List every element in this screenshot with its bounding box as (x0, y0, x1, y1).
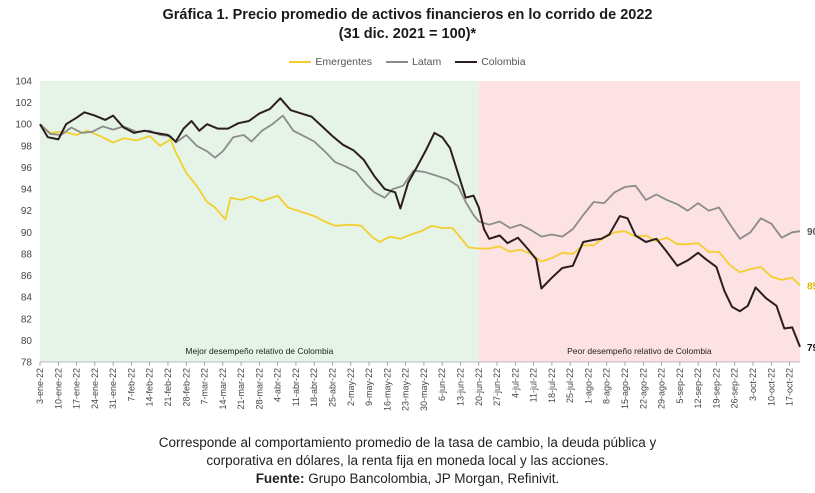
y-tick-label: 90 (21, 228, 33, 239)
x-tick-label: 21-mar-22 (236, 368, 246, 410)
legend-label-colombia: Colombia (481, 56, 526, 68)
x-tick-label: 17-ene-22 (72, 368, 82, 409)
chart-title-line2: (31 dic. 2021 = 100)* (338, 26, 477, 42)
x-tick-label: 1-ago-22 (583, 368, 593, 404)
x-tick-label: 14-feb-22 (145, 368, 155, 407)
chart-footer: Corresponde al comportamiento promedio d… (0, 434, 815, 488)
y-tick-label: 96 (21, 163, 33, 174)
y-tick-label: 78 (21, 358, 33, 369)
x-tick-label: 11-abr-22 (291, 368, 301, 406)
y-tick-label: 100 (15, 120, 32, 131)
region-better (40, 81, 479, 362)
legend-swatch-emergentes (289, 61, 312, 63)
x-tick-label: 16-may-22 (382, 368, 392, 411)
chart-legend: Emergentes Latam Colombia (0, 56, 815, 68)
x-tick-label: 29-ago-22 (657, 368, 667, 409)
series-line-colombia (39, 97, 801, 348)
legend-label-latam: Latam (412, 56, 442, 68)
x-tick-label: 22-ago-22 (638, 368, 648, 409)
x-tick-label: 4-abr-22 (273, 368, 283, 402)
y-tick-label: 80 (21, 336, 33, 347)
y-tick-label: 92 (21, 206, 33, 217)
y-tick-label: 84 (21, 293, 33, 304)
region-label-better: Mejor desempeño relativo de Colombia (185, 346, 333, 356)
y-tick-label: 86 (21, 271, 33, 282)
legend-swatch-colombia (455, 61, 478, 63)
chart-title: Gráfica 1. Precio promedio de activos fi… (0, 6, 815, 44)
end-label-emergentes: 85.1 (807, 281, 815, 292)
x-tick-label: 13-jun-22 (455, 368, 465, 406)
y-tick-label: 98 (21, 141, 33, 152)
x-tick-label: 3-oct-22 (748, 368, 758, 401)
legend-item-latam: Latam (386, 56, 441, 68)
x-tick-label: 15-ago-22 (620, 368, 630, 409)
x-tick-label: 17-oct-22 (785, 368, 795, 406)
y-tick-label: 104 (15, 77, 32, 88)
x-tick-label: 19-sep-22 (711, 368, 721, 409)
x-tick-label: 10-ene-22 (53, 368, 63, 409)
x-tick-label: 28-mar-22 (254, 368, 264, 410)
legend-item-colombia: Colombia (455, 56, 526, 68)
x-tick-label: 27-jun-22 (492, 368, 502, 406)
source-note: Fuente: Grupo Bancolombia, JP Morgan, Re… (0, 470, 815, 488)
x-tick-label: 28-feb-22 (181, 368, 191, 407)
end-label-colombia: 79.4 (807, 343, 815, 354)
x-tick-label: 25-abr-22 (328, 368, 338, 407)
x-tick-label: 26-sep-22 (730, 368, 740, 409)
x-tick-label: 2-may-22 (346, 368, 356, 406)
x-tick-label: 7-mar-22 (200, 368, 210, 405)
x-tick-label: 3-ene-22 (35, 368, 45, 404)
x-tick-label: 9-may-22 (364, 368, 374, 406)
x-tick-label: 21-feb-22 (163, 368, 173, 407)
footnote-line2: corporativa en dólares, la renta fija en… (206, 453, 609, 468)
end-label-latam: 90.1 (807, 227, 815, 238)
x-tick-label: 23-may-22 (401, 368, 411, 411)
x-tick-label: 12-sep-22 (693, 368, 703, 409)
legend-swatch-latam (386, 61, 409, 63)
footnote-line1: Corresponde al comportamiento promedio d… (158, 435, 657, 450)
x-tick-label: 20-jun-22 (474, 368, 484, 406)
x-tick-label: 30-may-22 (419, 368, 429, 411)
x-tick-label: 31-ene-22 (108, 368, 118, 409)
x-tick-label: 5-sep-22 (675, 368, 685, 404)
x-tick-label: 11-jul-22 (529, 368, 539, 402)
line-chart: Mejor desempeño relativo de Colombia Peor… (15, 77, 815, 412)
y-tick-label: 94 (21, 185, 33, 196)
x-tick-label: 14-mar-22 (218, 368, 228, 410)
x-tick-label: 25-jul-22 (565, 368, 575, 403)
series-line-emergentes (39, 123, 801, 286)
region-worse (478, 81, 800, 362)
x-tick-label: 18-abr-22 (309, 368, 319, 407)
region-label-worse: Peor desempeño relativo de Colombia (567, 346, 712, 356)
x-tick-label: 18-jul-22 (547, 368, 557, 403)
x-tick-label: 24-ene-22 (90, 368, 100, 409)
chart-title-line1: Gráfica 1. Precio promedio de activos fi… (162, 7, 653, 23)
legend-label-emergentes: Emergentes (315, 56, 373, 68)
x-tick-label: 10-oct-22 (766, 368, 776, 406)
x-tick-label: 4-jul-22 (510, 368, 520, 398)
x-tick-label: 6-jun-22 (437, 368, 447, 401)
y-tick-label: 88 (21, 249, 33, 260)
source-label: Fuente: (255, 471, 305, 486)
x-tick-label: 8-ago-22 (602, 368, 612, 404)
x-tick-label: 7-feb-22 (126, 368, 136, 402)
legend-item-emergentes: Emergentes (289, 56, 372, 68)
y-tick-label: 102 (15, 98, 32, 109)
source-text: Grupo Bancolombia, JP Morgan, Refinivit. (304, 471, 560, 486)
y-tick-label: 82 (21, 314, 33, 325)
